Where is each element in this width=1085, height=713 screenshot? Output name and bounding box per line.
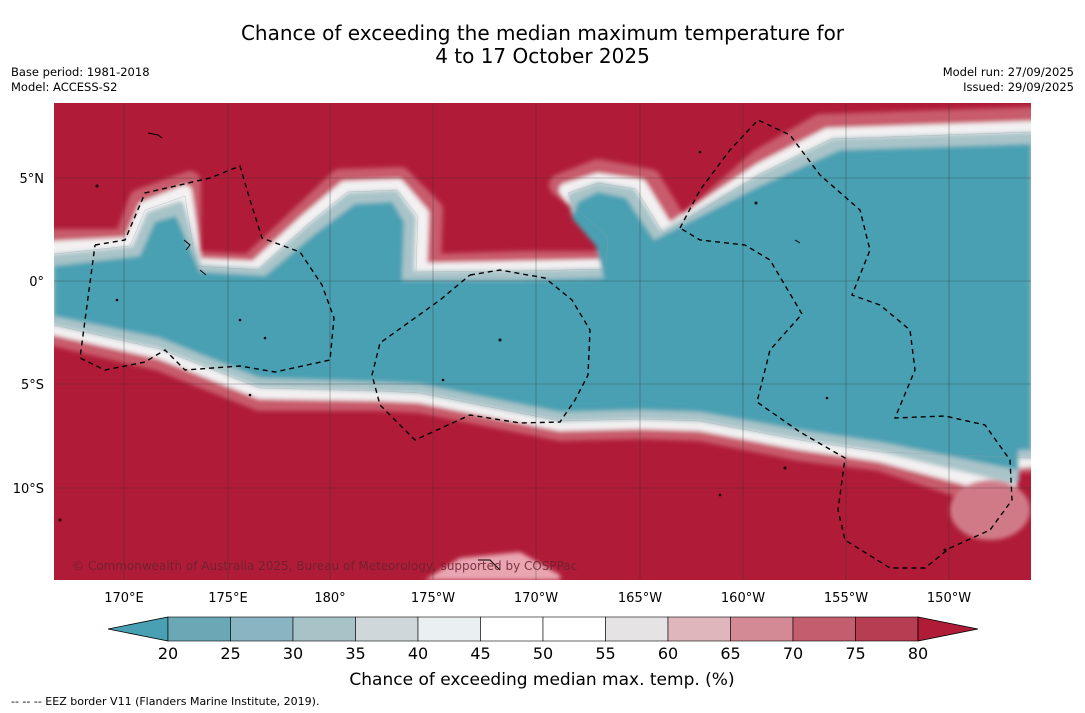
longitude-labels: 170°E 175°E 180° 175°W 170°W 165°W 160°W… <box>104 591 971 606</box>
map-title-line-2: 4 to 17 October 2025 <box>435 44 650 68</box>
band-south-warm <box>425 552 560 580</box>
eez-line-islands <box>679 119 1013 569</box>
colorbar-tick-label: 70 <box>783 644 803 663</box>
lat-label: 5°N <box>20 172 45 187</box>
colorbar-title: Chance of exceeding median max. temp. (%… <box>349 670 734 690</box>
colorbar-tick-label: 25 <box>220 644 240 663</box>
lat-label: 5°S <box>21 378 44 393</box>
lon-label: 155°W <box>824 591 868 606</box>
colorbar-swatch <box>167 616 231 642</box>
islands <box>58 132 947 571</box>
lat-label: 0° <box>29 275 44 290</box>
band-se-warm <box>950 480 1030 540</box>
colorbar-tick-label: 40 <box>408 644 428 663</box>
colorbar-swatch <box>230 616 294 642</box>
lon-label: 170°W <box>514 591 558 606</box>
colorbar-tick-label: 75 <box>845 644 865 663</box>
colorbar-swatch <box>730 616 794 642</box>
eez-tuvalu-tokelau <box>371 269 591 441</box>
lat-label: 10°S <box>13 482 44 497</box>
probability-bands <box>54 107 1031 580</box>
colorbar-swatch <box>855 616 919 642</box>
colorbar-swatch <box>792 616 856 642</box>
map-area: © Commonwealth of Australia 2025, Bureau… <box>54 103 1031 580</box>
lon-label: 180° <box>314 591 345 606</box>
colorbar-tick-label: 80 <box>908 644 928 663</box>
colorbar-extend-high <box>917 616 979 642</box>
latitude-labels: 5°N 0° 5°S 10°S <box>13 172 44 497</box>
band-20 <box>54 144 1031 470</box>
copyright-text: © Commonwealth of Australia 2025, Bureau… <box>72 559 577 573</box>
colorbar-swatch <box>542 616 606 642</box>
model-name: Model: ACCESS-S2 <box>11 80 118 94</box>
lon-label: 165°W <box>618 591 662 606</box>
model-run: Model run: 27/09/2025 <box>942 65 1074 79</box>
colorbar-tick-label: 45 <box>470 644 490 663</box>
lon-label: 175°W <box>411 591 455 606</box>
colorbar-tick-label: 55 <box>595 644 615 663</box>
colorbar-tick-label: 30 <box>283 644 303 663</box>
colorbar-swatch <box>667 616 731 642</box>
map-title-line-1: Chance of exceeding the median maximum t… <box>240 21 845 45</box>
colorbar-tick-label: 65 <box>720 644 740 663</box>
meta-right: Model run: 27/09/2025 Issued: 29/09/2025 <box>943 65 1074 95</box>
graticule <box>54 103 1031 580</box>
eez-kiribati-gilbert <box>79 165 335 373</box>
lon-label: 160°W <box>721 591 765 606</box>
lon-label: 170°E <box>104 591 144 606</box>
colorbar-tick-label: 50 <box>533 644 553 663</box>
colorbar-swatch <box>292 616 356 642</box>
colorbar-tick-label: 60 <box>658 644 678 663</box>
colorbar-tick-label: 20 <box>158 644 178 663</box>
colorbar-swatch <box>480 616 544 642</box>
colorbar-swatch <box>355 616 419 642</box>
colorbar-swatch <box>605 616 669 642</box>
base-period: Base period: 1981-2018 <box>11 65 150 79</box>
lon-label: 150°W <box>927 591 971 606</box>
meta-left: Base period: 1981-2018 Model: ACCESS-S2 <box>11 65 150 95</box>
contour-lines <box>54 131 1031 459</box>
colorbar: 20 25 30 35 40 45 50 55 60 65 70 75 80 <box>107 616 979 663</box>
colorbar-swatch <box>417 616 481 642</box>
lon-label: 175°E <box>208 591 248 606</box>
colorbar-extend-low <box>107 616 169 642</box>
colorbar-tick-label: 35 <box>345 644 365 663</box>
eez-footnote: -- -- -- EEZ border V11 (Flanders Marine… <box>11 695 320 708</box>
issued-date: Issued: 29/09/2025 <box>963 80 1074 94</box>
eez-borders <box>79 119 1013 569</box>
